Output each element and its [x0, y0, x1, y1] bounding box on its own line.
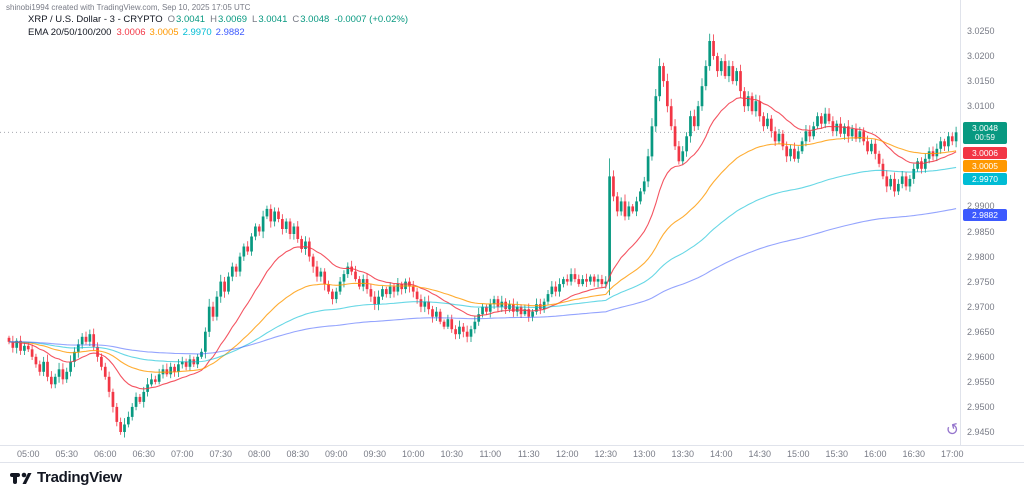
ema-legend-row[interactable]: EMA 20/50/100/200 3.0006 3.0005 2.9970 2.988…	[28, 27, 408, 39]
change-value: -0.0007 (+0.02%)	[334, 14, 408, 25]
time-label: 13:00	[632, 449, 656, 459]
ema200-value: 2.9882	[215, 27, 245, 38]
time-label: 11:30	[517, 449, 540, 459]
tradingview-wordmark: TradingView	[37, 469, 122, 486]
close-label: C	[292, 14, 300, 25]
time-label: 09:30	[363, 449, 387, 459]
time-label: 09:00	[324, 449, 348, 459]
price-chart-canvas[interactable]	[0, 0, 960, 445]
high-label: H	[210, 14, 217, 25]
ema50-badge-value: 3.0005	[972, 161, 998, 172]
time-label: 11:00	[479, 449, 502, 459]
symbol-legend-row[interactable]: XRP / U.S. Dollar - 3 - CRYPTO O3.0041 H3.…	[28, 14, 408, 26]
time-label: 12:30	[594, 449, 618, 459]
time-label: 08:00	[247, 449, 271, 459]
time-label: 05:00	[16, 449, 40, 459]
price-tick: 3.0250	[967, 26, 995, 37]
time-label: 12:00	[555, 449, 579, 459]
price-tick: 3.0150	[967, 76, 995, 87]
time-label: 07:00	[170, 449, 194, 459]
price-tick: 2.9800	[967, 251, 995, 262]
ema-indicator-title[interactable]: EMA 20/50/100/200	[28, 27, 112, 38]
price-tick: 2.9500	[967, 401, 995, 412]
time-axis[interactable]: 05:00 05:30 06:00 06:30 07:00 07:30 08:00 08:30…	[0, 445, 1024, 462]
price-tick: 2.9450	[967, 426, 995, 437]
time-label: 16:00	[863, 449, 887, 459]
price-tick: 2.9750	[967, 276, 995, 287]
attribution-watermark: shinobi1994 created with TradingView.com…	[6, 3, 251, 12]
tradingview-logo-icon	[10, 472, 32, 484]
bar-countdown: 00:59	[974, 132, 996, 142]
time-label: 07:30	[209, 449, 233, 459]
ema100-badge: 2.9970	[963, 173, 1007, 186]
price-tick: 2.9900	[967, 201, 995, 212]
price-tick: 3.0100	[967, 101, 995, 112]
symbol-title[interactable]: XRP / U.S. Dollar - 3 - CRYPTO	[28, 14, 163, 25]
close-value: 3.0048	[300, 14, 330, 25]
low-label: L	[252, 14, 258, 25]
chart-legend: XRP / U.S. Dollar - 3 - CRYPTO O3.0041 H3.…	[28, 14, 408, 40]
price-tick: 2.9850	[967, 226, 995, 237]
price-tick: 2.9650	[967, 326, 995, 337]
time-label: 06:00	[93, 449, 117, 459]
time-label: 14:00	[709, 449, 733, 459]
price-tick: 2.9600	[967, 351, 995, 362]
low-value: 3.0041	[258, 14, 288, 25]
time-label: 15:30	[825, 449, 849, 459]
footer-bar: TradingView	[0, 462, 1024, 492]
time-label: 14:30	[748, 449, 772, 459]
high-value: 3.0069	[217, 14, 248, 25]
ema20-value: 3.0006	[116, 27, 146, 38]
time-label: 08:30	[286, 449, 310, 459]
time-label: 10:30	[440, 449, 464, 459]
ema50-value: 3.0005	[149, 27, 179, 38]
ema100-value: 2.9970	[182, 27, 212, 38]
tradingview-logo[interactable]: TradingView	[10, 469, 122, 486]
price-tick: 2.9700	[967, 301, 995, 312]
ema200-badge: 2.9882	[963, 209, 1007, 222]
ema20-badge-value: 3.0006	[972, 148, 998, 159]
ema100-badge-value: 2.9970	[972, 174, 998, 185]
ema20-badge: 3.0006	[963, 147, 1007, 160]
ema50-badge: 3.0005	[963, 160, 1007, 173]
time-label: 13:30	[671, 449, 695, 459]
open-value: 3.0041	[176, 14, 206, 25]
open-label: O	[167, 14, 176, 25]
time-label: 06:30	[132, 449, 156, 459]
last-price-badge: 3.0048 00:59	[963, 121, 1007, 144]
last-price-badge-value: 3.0048	[972, 122, 998, 133]
time-label: 10:00	[401, 449, 425, 459]
time-label: 16:30	[902, 449, 926, 459]
ema200-badge-value: 2.9882	[972, 210, 998, 221]
time-label: 17:00	[940, 449, 964, 459]
time-label: 05:30	[55, 449, 79, 459]
price-tick: 2.9550	[967, 376, 995, 387]
time-label: 15:00	[786, 449, 810, 459]
price-axis[interactable]: 3.02503.02003.01503.01003.00503.00002.99…	[960, 0, 1024, 445]
price-tick: 3.0200	[967, 51, 995, 62]
